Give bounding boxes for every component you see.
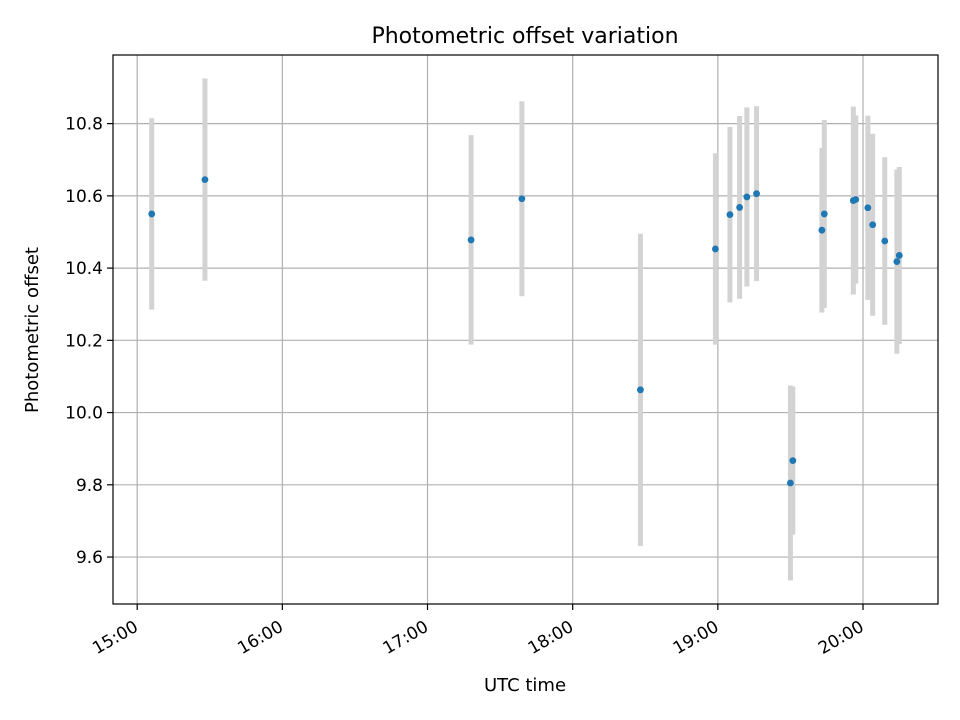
data-point bbox=[869, 221, 877, 229]
y-tick-label: 9.6 bbox=[76, 548, 103, 568]
y-tick-label: 10.2 bbox=[65, 331, 103, 351]
data-point bbox=[201, 176, 209, 184]
y-axis-label: Photometric offset bbox=[22, 247, 43, 413]
data-point bbox=[743, 193, 751, 201]
data-markers bbox=[148, 176, 903, 487]
data-point bbox=[148, 210, 156, 218]
data-point bbox=[818, 226, 826, 234]
y-tick-label: 9.8 bbox=[76, 476, 103, 496]
y-tick-label: 10.4 bbox=[65, 259, 103, 279]
data-point bbox=[893, 258, 901, 265]
y-tick-label: 10.8 bbox=[65, 115, 103, 135]
data-point bbox=[895, 252, 903, 259]
data-point bbox=[726, 211, 734, 219]
data-point bbox=[789, 457, 797, 465]
data-point bbox=[820, 210, 828, 218]
data-point bbox=[712, 245, 719, 253]
chart-title: Photometric offset variation bbox=[371, 24, 678, 49]
data-point bbox=[637, 386, 644, 394]
data-point bbox=[852, 196, 860, 203]
x-axis-label: UTC time bbox=[484, 675, 566, 696]
data-point bbox=[467, 236, 475, 244]
y-tick-label: 10.6 bbox=[65, 187, 103, 207]
data-point bbox=[518, 195, 526, 203]
y-axis-ticks: 9.6 9.8 10.0 10.2 10.4 10.6 10.8 bbox=[65, 115, 113, 568]
data-point bbox=[736, 204, 744, 211]
plot-area-frame bbox=[112, 54, 939, 605]
data-point bbox=[787, 479, 794, 487]
y-tick-label: 10.0 bbox=[65, 404, 103, 424]
data-point bbox=[753, 190, 760, 198]
data-point bbox=[881, 237, 889, 245]
data-point bbox=[864, 204, 872, 212]
